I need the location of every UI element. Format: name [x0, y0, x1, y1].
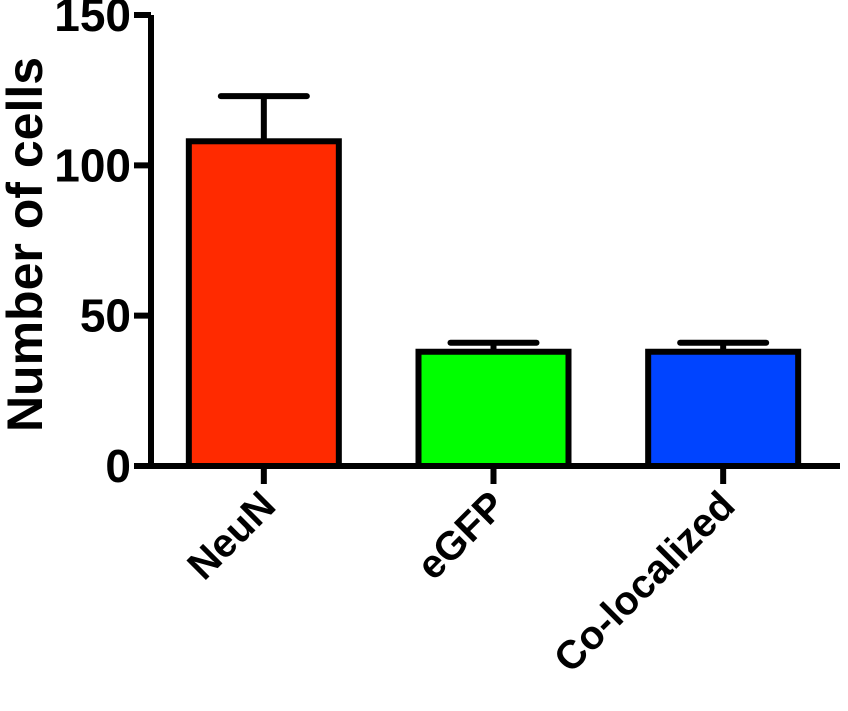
- x-tick-label: Co-localized: [546, 483, 744, 681]
- bar-egfp: [415, 348, 572, 470]
- bar-co-localized: [645, 348, 802, 470]
- x-tick-label: NeuN: [179, 483, 284, 588]
- y-tick-label: 150: [54, 0, 131, 41]
- y-tick-label: 100: [54, 139, 131, 191]
- x-tick-label: eGFP: [409, 483, 514, 588]
- bars-layer: [185, 138, 802, 470]
- bar-neun: [185, 138, 342, 469]
- y-tick-label: 0: [105, 440, 131, 492]
- y-tick-label: 50: [80, 290, 131, 342]
- y-axis-label: Number of cells: [0, 57, 53, 432]
